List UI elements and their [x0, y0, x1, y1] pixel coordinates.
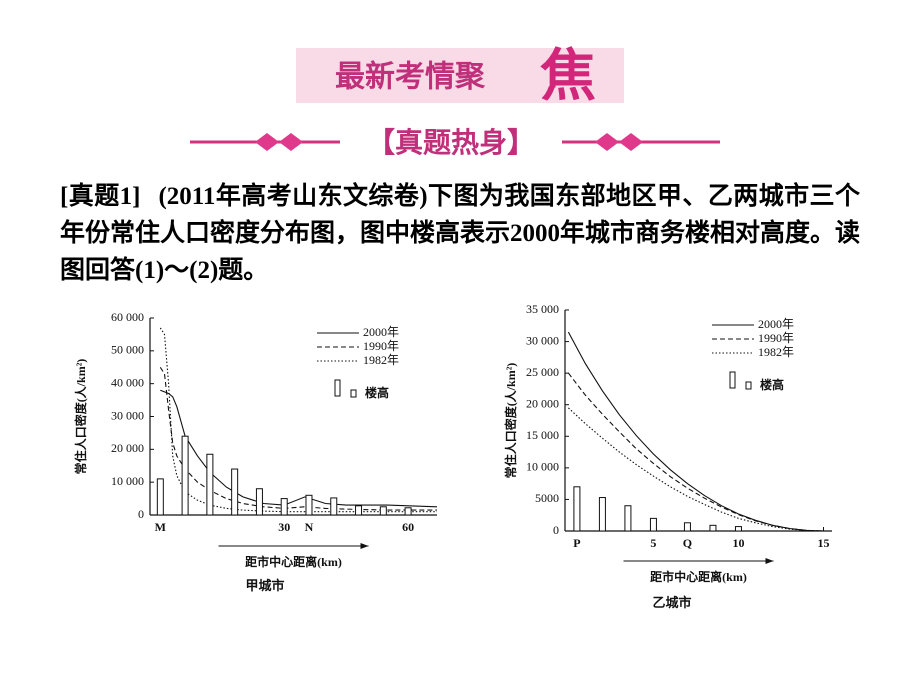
- building-bar: [181, 435, 189, 516]
- x-tick-label: 5: [650, 536, 656, 550]
- y-tick-label: 10 000: [111, 474, 144, 488]
- x-axis-arrowhead: [765, 558, 774, 564]
- building-bar: [156, 478, 164, 516]
- question-tag: [真题1]: [60, 183, 141, 210]
- x-tick-label: 60: [402, 520, 414, 534]
- legend-label: 楼高: [760, 377, 784, 392]
- legend-label: 2000年: [363, 325, 399, 339]
- y-tick-label: 50 000: [111, 343, 144, 357]
- y-tick-label: 0: [553, 523, 559, 537]
- density-line: [567, 372, 824, 532]
- x-axis-label: 距市中心距离(km): [245, 554, 342, 569]
- building-bar: [404, 507, 412, 516]
- y-tick-label: 20 000: [526, 396, 559, 410]
- legend-bar-icon: [745, 381, 752, 390]
- building-bar: [683, 522, 691, 532]
- density-line: [568, 407, 824, 532]
- legend-label: 楼高: [365, 385, 389, 400]
- x-tick-label: N: [305, 520, 314, 534]
- x-axis-label: 距市中心距离(km): [650, 569, 747, 584]
- question: [真题1] (2011年高考山东文综卷)下图为我国东部地区甲、乙两城市三个年份常住…: [60, 178, 860, 289]
- y-tick-label: 0: [138, 507, 144, 521]
- diamonds: [255, 133, 643, 151]
- building-bar: [280, 498, 288, 516]
- banner-title: 最新考情聚: [335, 60, 486, 95]
- x-tick-label: 30: [278, 520, 290, 534]
- building-bar: [255, 488, 263, 516]
- banner-title-char: 焦: [540, 44, 596, 109]
- x-axis-arrowhead: [360, 543, 369, 549]
- y-tick-label: 60 000: [111, 310, 144, 324]
- chart-caption: 甲城市: [245, 578, 284, 593]
- legend-label: 1990年: [758, 331, 794, 345]
- x-tick-label: M: [155, 520, 166, 534]
- question-text: (2011年高考山东文综卷)下图为我国东部地区甲、乙两城市三个年份常住人口密度分…: [60, 183, 861, 284]
- x-tick-label: 15: [817, 536, 829, 550]
- x-tick-label: 10: [732, 536, 744, 550]
- building-bar: [231, 468, 239, 516]
- building-bar: [649, 517, 657, 532]
- legend-label: 1982年: [758, 345, 794, 359]
- y-tick-label: 40 000: [111, 375, 144, 389]
- y-tick-label: 30 000: [111, 408, 144, 422]
- density-line: [567, 331, 824, 532]
- subtitle-bg: [340, 125, 562, 161]
- legend-label: 2000年: [758, 317, 794, 331]
- y-axis-label: 常住人口密度(人/km²): [503, 363, 518, 479]
- density-line: [159, 367, 437, 511]
- density-line: [160, 389, 438, 508]
- legend-bar-icon: [334, 379, 341, 397]
- x-tick-label: P: [573, 536, 580, 550]
- y-tick-label: 10 000: [526, 460, 559, 474]
- building-bar: [379, 506, 387, 516]
- building-bar: [734, 526, 742, 532]
- x-tick-label: Q: [683, 536, 692, 550]
- legend-bar-icon: [729, 371, 736, 389]
- building-bar: [355, 505, 363, 516]
- building-bar: [573, 486, 581, 532]
- y-axis-label: 常住人口密度(人/km²): [73, 359, 88, 475]
- y-tick-label: 15 000: [526, 428, 559, 442]
- chart-caption: 乙城市: [652, 595, 691, 610]
- y-tick-label: 20 000: [111, 441, 144, 455]
- building-bar: [305, 494, 313, 516]
- y-tick-label: 35 000: [526, 302, 559, 316]
- legend-bar-icon: [350, 389, 357, 398]
- building-bar: [624, 505, 632, 532]
- legend-label: 1990年: [363, 339, 399, 353]
- subtitle: 【真题热身】: [367, 126, 535, 159]
- y-tick-label: 25 000: [526, 365, 559, 379]
- title-banner: [296, 48, 624, 103]
- building-bar: [709, 524, 717, 532]
- legend-label: 1982年: [363, 353, 399, 367]
- building-bar: [206, 453, 214, 516]
- y-tick-label: 5000: [535, 491, 559, 505]
- building-bar: [598, 497, 606, 532]
- building-bar: [330, 497, 338, 516]
- y-tick-label: 30 000: [526, 333, 559, 347]
